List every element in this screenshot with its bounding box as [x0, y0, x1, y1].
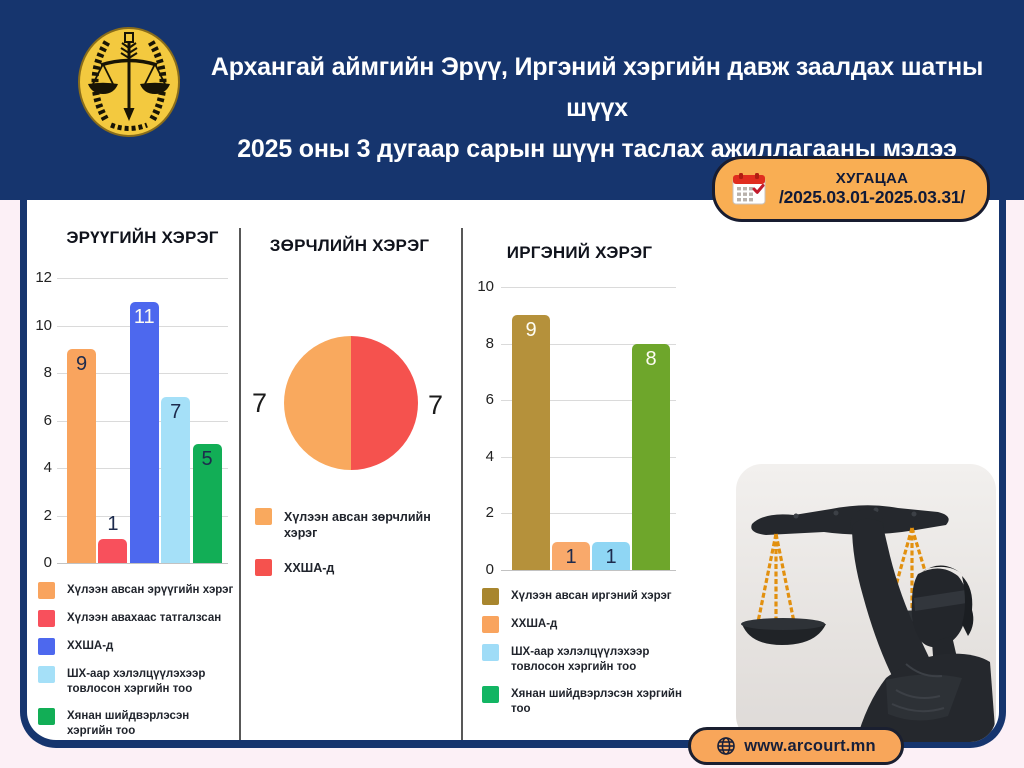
- chart-title-civil: ИРГЭНИЙ ХЭРЭГ: [506, 243, 653, 262]
- y-axis-tick-8: 8: [485, 334, 494, 352]
- badge-label: ХУГАЦАА: [835, 170, 909, 187]
- page-title: Архангай аймгийн Эрүү, Иргэний хэргийн д…: [195, 47, 999, 170]
- legend-swatch: [38, 582, 55, 599]
- bar-3: [632, 343, 670, 570]
- bar-value-2: 1: [605, 545, 617, 568]
- legend-item: ХХША-д: [255, 558, 455, 576]
- legend-item: ШХ-аар хэлэлцүүлэхээр товлосон хэргийн т…: [38, 666, 234, 697]
- bar-2: [129, 301, 159, 563]
- bar-4: [192, 444, 222, 563]
- y-axis-tick-2: 2: [43, 506, 52, 524]
- bar-value-3: 7: [170, 400, 182, 423]
- legend-swatch: [255, 558, 272, 576]
- bar-0: [67, 349, 96, 563]
- gridline-y2: [501, 513, 676, 515]
- bar-3: [161, 396, 191, 563]
- bar-value-4: 5: [201, 448, 213, 471]
- y-axis-tick-4: 4: [485, 447, 494, 465]
- page-title-line1: Архангай аймгийн Эрүү, Иргэний хэргийн д…: [210, 53, 984, 122]
- bar-1: [552, 541, 590, 570]
- legend-swatch: [38, 610, 55, 627]
- legend-label: ХХША-д: [67, 640, 114, 652]
- bar-2: [592, 541, 630, 570]
- bar-value-0: 9: [525, 319, 537, 342]
- legend-swatch: [255, 508, 272, 525]
- legend-item: ШХ-аар хэлэлцүүлэхээр товлосон хэргийн т…: [482, 644, 694, 675]
- website-url: www.arcourt.mn: [744, 736, 876, 755]
- gridline-y0: [57, 563, 228, 564]
- bar-value-1: 1: [565, 545, 577, 568]
- y-axis-tick-6: 6: [485, 391, 494, 409]
- legend-label: ШХ-аар хэлэлцүүлэхээр товлосон хэргийн т…: [67, 668, 206, 695]
- legend-item: Хүлээн авсан зөрчлийн хэрэг: [255, 508, 455, 542]
- pie-value-left: 7: [252, 388, 268, 418]
- legend-swatch: [38, 666, 55, 683]
- legend-item: ХХША-д: [38, 638, 234, 655]
- gridline-y4: [501, 456, 676, 458]
- legend-item: ХХША-д: [482, 616, 694, 633]
- legend-label: ШХ-аар хэлэлцүүлэхээр товлосон хэргийн т…: [511, 646, 650, 673]
- section-divider-2: [461, 228, 463, 740]
- bar-value-2: 11: [133, 305, 155, 328]
- legend-label: Хянан шийдвэрлэсэн хэргийн тоо: [67, 709, 190, 737]
- legend-swatch: [38, 707, 55, 725]
- legend-swatch: [482, 616, 499, 633]
- legend-label: ХХША-д: [511, 618, 558, 630]
- y-axis-tick-6: 6: [43, 411, 52, 429]
- date-range-badge: ХУГАЦАА /2025.03.01-2025.03.31/: [712, 156, 990, 222]
- legend-item: Хүлээн авсан эрүүгийн хэрэг: [38, 582, 234, 599]
- gridline-y6: [501, 400, 676, 402]
- legend-swatch: [38, 638, 55, 655]
- legend-label: Хүлээн авсан иргэний хэрэг: [511, 590, 672, 602]
- y-axis-tick-12: 12: [35, 269, 52, 286]
- lady-justice-photo: [736, 464, 996, 742]
- website-pill: www.arcourt.mn: [688, 727, 904, 765]
- bar-value-0: 9: [75, 353, 88, 376]
- y-axis-tick-8: 8: [43, 364, 52, 381]
- gridline-y12: [57, 278, 228, 279]
- legend-label: Хүлээн авсан зөрчлийн хэрэг: [284, 510, 431, 541]
- legend-item: Хянан шийдвэрлэсэн хэргийн тоо: [482, 685, 694, 717]
- violation-chart-legend: Хүлээн авсан зөрчлийн хэрэг ХХША-д: [255, 508, 455, 593]
- bar-1: [98, 539, 128, 563]
- court-emblem-logo scales-logo-icon: [78, 27, 180, 137]
- y-axis-tick-10: 10: [35, 316, 52, 334]
- pie-value-right: 7: [428, 390, 444, 420]
- legend-swatch: [482, 644, 499, 661]
- chart-title-criminal: ЭРҮҮГИЙН ХЭРЭГ: [66, 228, 219, 247]
- chart-title-violation: ЗӨРЧЛИЙН ХЭРЭГ: [269, 236, 430, 255]
- violation-cases-pie-chart: [284, 336, 418, 470]
- y-axis-tick-2: 2: [485, 504, 494, 522]
- y-axis-tick-4: 4: [43, 459, 52, 476]
- gridline-y10: [501, 287, 676, 288]
- civil-chart-legend: Хүлээн авсан иргэний хэрэг ХХША-д ШХ-аар х…: [482, 588, 694, 728]
- globe-icon: [717, 737, 736, 755]
- legend-swatch: [482, 588, 499, 605]
- bar-value-3: 8: [645, 347, 657, 370]
- criminal-chart-legend: Хүлээн авсан эрүүгийн хэрэг Хүлээн авахаа…: [38, 582, 234, 750]
- legend-swatch: [482, 685, 499, 703]
- legend-item: Хүлээн авахаас татгалзсан: [38, 610, 234, 627]
- y-axis-tick-0: 0: [485, 561, 494, 578]
- legend-label: Хүлээн авахаас татгалзсан: [67, 612, 222, 624]
- section-divider-1: [239, 228, 241, 740]
- legend-item: Хянан шийдвэрлэсэн хэргийн тоо: [38, 707, 234, 739]
- legend-label: ХХША-д: [284, 560, 335, 575]
- y-axis-tick-10: 10: [477, 278, 494, 295]
- y-axis-tick-0: 0: [43, 554, 52, 571]
- legend-label: Хүлээн авсан эрүүгийн хэрэг: [67, 584, 234, 596]
- calendar-icon: [732, 173, 766, 205]
- badge-period: /2025.03.01-2025.03.31/: [778, 187, 966, 207]
- bar-value-1: 1: [107, 513, 119, 536]
- legend-item: Хүлээн авсан иргэний хэрэг: [482, 588, 694, 605]
- gridline-y8: [501, 343, 676, 345]
- bar-0: [512, 315, 550, 570]
- gridline-y0: [501, 570, 676, 571]
- legend-label: Хянан шийдвэрлэсэн хэргийн тоо: [511, 687, 682, 715]
